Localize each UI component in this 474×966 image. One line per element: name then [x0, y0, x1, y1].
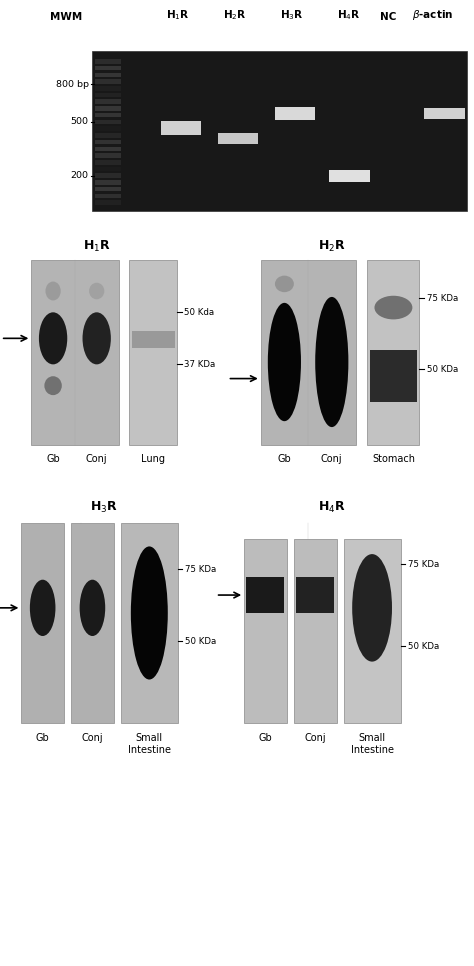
- Bar: [244, 539, 287, 723]
- Bar: [261, 524, 356, 723]
- Bar: [21, 524, 64, 723]
- Text: 50 KDa: 50 KDa: [427, 364, 458, 374]
- Text: H$_3$R: H$_3$R: [280, 9, 303, 22]
- Bar: [296, 577, 334, 613]
- Text: 37 KDa: 37 KDa: [184, 360, 215, 369]
- Bar: [121, 524, 178, 723]
- Bar: [95, 160, 121, 164]
- Bar: [367, 524, 419, 723]
- Text: Gb: Gb: [258, 733, 273, 743]
- Bar: [95, 106, 121, 111]
- Text: Gb: Gb: [46, 454, 60, 465]
- Text: 200: 200: [71, 171, 89, 181]
- Bar: [95, 140, 121, 144]
- Text: H$_1$R: H$_1$R: [166, 9, 190, 22]
- Bar: [95, 113, 121, 118]
- Text: NC: NC: [381, 13, 397, 22]
- Text: Conj: Conj: [304, 733, 326, 743]
- Bar: [95, 133, 121, 137]
- Text: Small
Intestine: Small Intestine: [128, 733, 171, 754]
- Bar: [95, 200, 121, 205]
- Text: H$_3$R: H$_3$R: [91, 500, 118, 516]
- Bar: [95, 99, 121, 104]
- Text: H$_2$R: H$_2$R: [318, 239, 346, 254]
- Bar: [95, 167, 121, 171]
- Text: 50 Kda: 50 Kda: [184, 308, 214, 317]
- Bar: [218, 132, 258, 144]
- Text: H$_4$R: H$_4$R: [318, 500, 346, 516]
- Bar: [140, 524, 192, 723]
- Bar: [95, 72, 121, 77]
- Text: Conj: Conj: [82, 733, 103, 743]
- Bar: [95, 66, 121, 71]
- Bar: [344, 539, 401, 723]
- Bar: [92, 51, 467, 212]
- Ellipse shape: [352, 554, 392, 662]
- Ellipse shape: [80, 580, 105, 636]
- Bar: [95, 127, 121, 131]
- Ellipse shape: [46, 281, 61, 300]
- Bar: [132, 331, 175, 348]
- Ellipse shape: [374, 296, 412, 320]
- Bar: [370, 350, 417, 402]
- Bar: [95, 79, 121, 84]
- Bar: [424, 108, 465, 119]
- Ellipse shape: [275, 275, 294, 292]
- Bar: [95, 193, 121, 198]
- Bar: [95, 180, 121, 185]
- Text: MWM: MWM: [50, 13, 82, 22]
- Bar: [129, 260, 177, 444]
- Text: Conj: Conj: [321, 454, 343, 465]
- Ellipse shape: [39, 312, 67, 364]
- Bar: [261, 260, 356, 444]
- Ellipse shape: [45, 376, 62, 395]
- Text: 50 KDa: 50 KDa: [185, 637, 216, 645]
- Text: H$_2$R: H$_2$R: [223, 9, 246, 22]
- Bar: [95, 154, 121, 157]
- Bar: [95, 174, 121, 178]
- Bar: [33, 524, 128, 723]
- Text: 800 bp: 800 bp: [55, 80, 89, 89]
- Bar: [294, 539, 337, 723]
- Text: Lung: Lung: [141, 454, 165, 465]
- Bar: [246, 577, 284, 613]
- Text: Gb: Gb: [277, 454, 292, 465]
- Ellipse shape: [315, 297, 348, 427]
- Text: Stomach: Stomach: [372, 454, 415, 465]
- Bar: [95, 59, 121, 64]
- Text: 75 KDa: 75 KDa: [427, 294, 458, 302]
- Bar: [367, 260, 419, 444]
- Ellipse shape: [89, 283, 104, 299]
- Bar: [275, 107, 315, 120]
- Bar: [329, 170, 370, 182]
- Ellipse shape: [131, 547, 168, 679]
- Bar: [161, 122, 201, 135]
- Bar: [95, 186, 121, 191]
- Bar: [95, 147, 121, 151]
- Text: $\beta$-actin: $\beta$-actin: [412, 8, 453, 22]
- Bar: [95, 93, 121, 98]
- Bar: [31, 260, 118, 444]
- Text: 75 KDa: 75 KDa: [185, 565, 216, 574]
- Text: Gb: Gb: [36, 733, 50, 743]
- Ellipse shape: [30, 580, 55, 636]
- Ellipse shape: [82, 312, 111, 364]
- Ellipse shape: [268, 302, 301, 421]
- Text: H$_4$R: H$_4$R: [337, 9, 360, 22]
- Text: Conj: Conj: [86, 454, 108, 465]
- Bar: [71, 524, 114, 723]
- Text: H$_1$R: H$_1$R: [83, 239, 110, 254]
- Bar: [95, 120, 121, 125]
- Text: 500: 500: [71, 117, 89, 127]
- Text: Small
Intestine: Small Intestine: [351, 733, 393, 754]
- Text: 50 KDa: 50 KDa: [408, 641, 439, 651]
- Text: 75 KDa: 75 KDa: [408, 560, 439, 569]
- Bar: [95, 86, 121, 91]
